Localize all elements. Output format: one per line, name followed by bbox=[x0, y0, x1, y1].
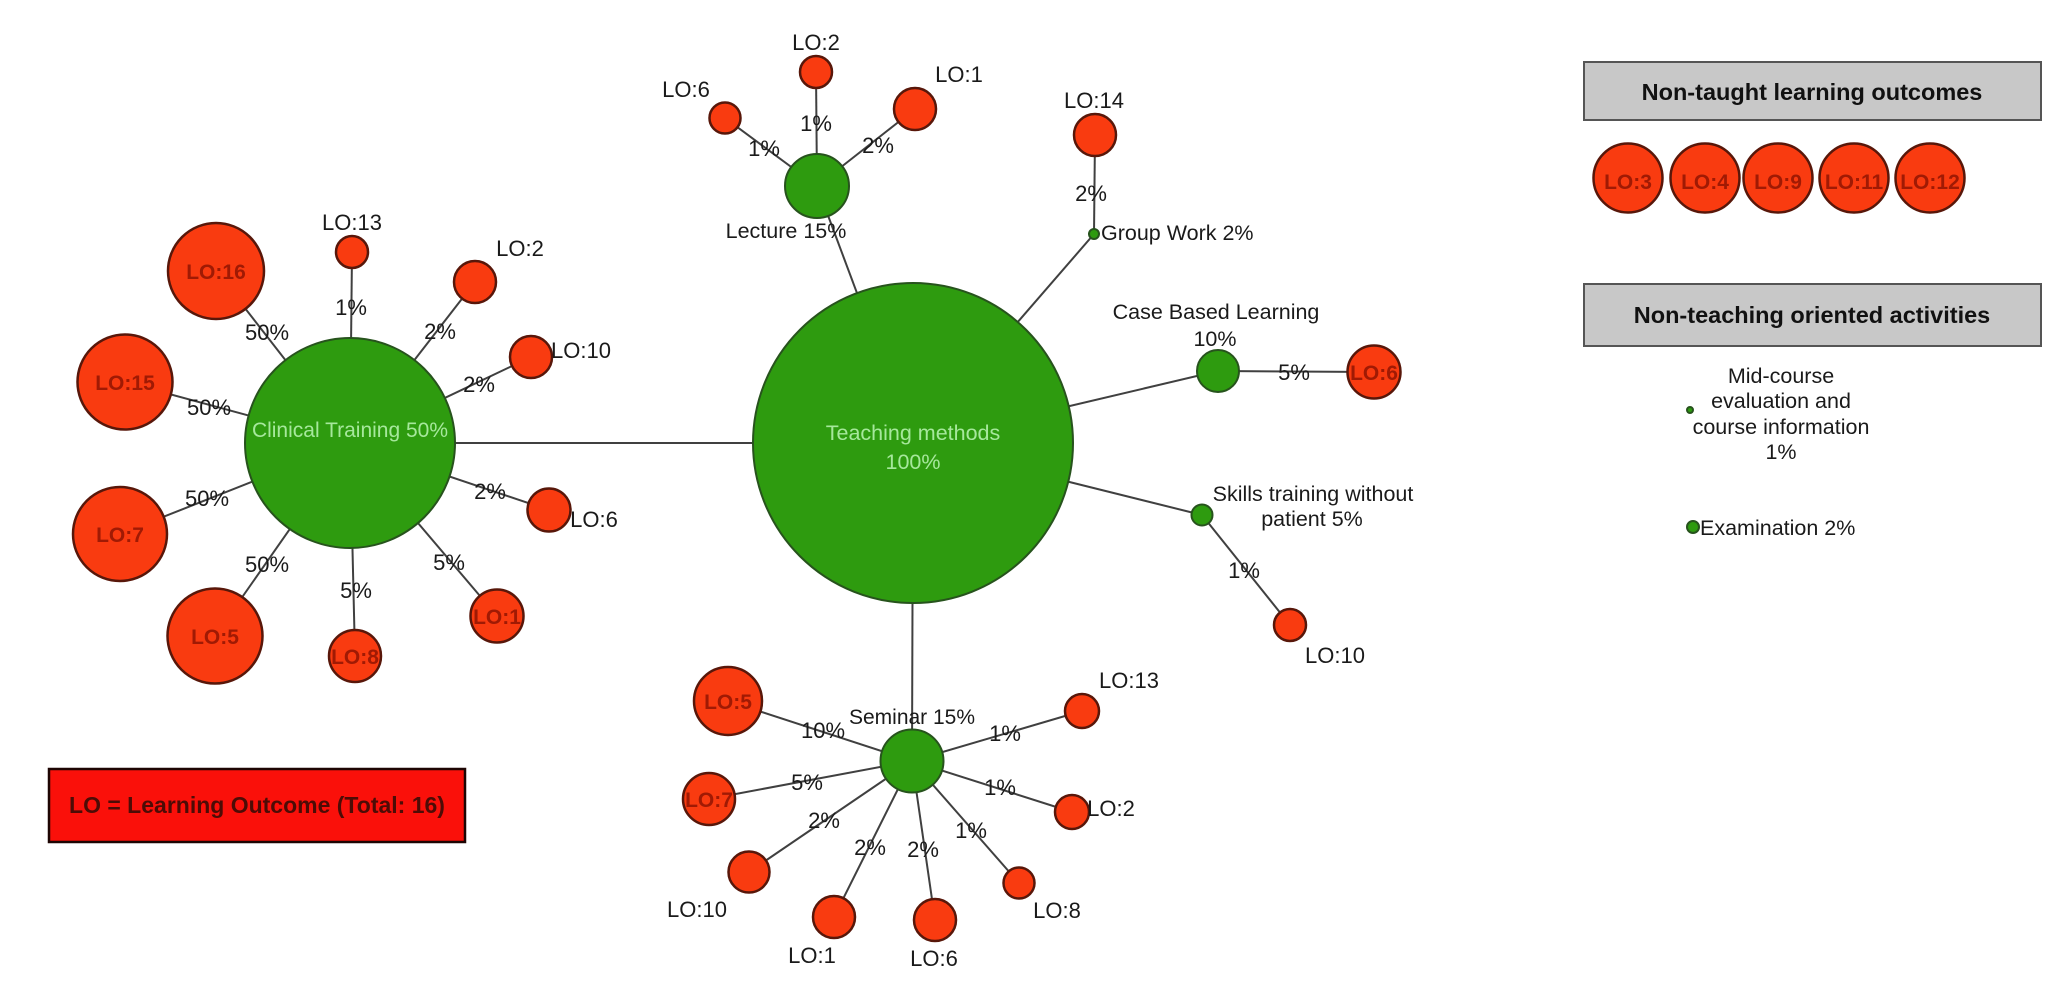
svg-text:10%: 10% bbox=[1193, 327, 1236, 351]
svg-text:5%: 5% bbox=[1278, 360, 1310, 385]
svg-text:Clinical Training 50%: Clinical Training 50% bbox=[252, 419, 448, 442]
svg-text:Teaching methods: Teaching methods bbox=[826, 421, 1001, 445]
svg-text:Seminar 15%: Seminar 15% bbox=[849, 706, 975, 729]
svg-text:course information: course information bbox=[1693, 415, 1870, 439]
svg-text:2%: 2% bbox=[1075, 181, 1107, 206]
svg-text:1%: 1% bbox=[748, 136, 780, 161]
svg-text:LO:6: LO:6 bbox=[570, 507, 618, 532]
svg-text:LO:3: LO:3 bbox=[1604, 171, 1652, 194]
svg-text:1%: 1% bbox=[984, 775, 1016, 800]
svg-text:LO:6: LO:6 bbox=[1350, 362, 1398, 385]
svg-text:Mid-course: Mid-course bbox=[1728, 364, 1834, 388]
svg-text:LO:7: LO:7 bbox=[96, 524, 144, 547]
svg-text:5%: 5% bbox=[433, 550, 465, 575]
svg-text:1%: 1% bbox=[1765, 440, 1796, 464]
svg-text:LO:7: LO:7 bbox=[685, 789, 733, 812]
svg-text:LO:13: LO:13 bbox=[1099, 668, 1159, 693]
svg-text:LO:14: LO:14 bbox=[1064, 88, 1124, 113]
svg-text:LO:12: LO:12 bbox=[1900, 171, 1960, 194]
svg-text:LO:2: LO:2 bbox=[496, 236, 544, 261]
svg-text:LO:13: LO:13 bbox=[322, 210, 382, 235]
svg-text:evaluation and: evaluation and bbox=[1711, 389, 1851, 413]
svg-text:50%: 50% bbox=[187, 395, 231, 420]
svg-text:1%: 1% bbox=[800, 111, 832, 136]
svg-text:LO:15: LO:15 bbox=[95, 372, 155, 395]
svg-text:2%: 2% bbox=[808, 808, 840, 833]
svg-text:LO:8: LO:8 bbox=[1033, 898, 1081, 923]
svg-text:5%: 5% bbox=[791, 770, 823, 795]
svg-text:Non-teaching oriented activiti: Non-teaching oriented activities bbox=[1634, 302, 1990, 328]
svg-text:Skills training without: Skills training without bbox=[1213, 482, 1414, 506]
svg-text:LO:9: LO:9 bbox=[1754, 171, 1802, 194]
svg-text:Lecture 15%: Lecture 15% bbox=[726, 219, 847, 243]
svg-text:LO:1: LO:1 bbox=[935, 62, 983, 87]
svg-text:1%: 1% bbox=[335, 295, 367, 320]
svg-text:2%: 2% bbox=[463, 372, 495, 397]
svg-text:LO:6: LO:6 bbox=[662, 77, 710, 102]
svg-text:2%: 2% bbox=[474, 479, 506, 504]
svg-text:2%: 2% bbox=[854, 835, 886, 860]
svg-text:1%: 1% bbox=[1228, 558, 1260, 583]
svg-text:Case Based Learning: Case Based Learning bbox=[1113, 300, 1320, 324]
svg-text:5%: 5% bbox=[340, 578, 372, 603]
svg-text:LO:10: LO:10 bbox=[551, 338, 611, 363]
svg-text:LO:4: LO:4 bbox=[1681, 171, 1729, 194]
svg-text:1%: 1% bbox=[989, 721, 1021, 746]
svg-text:Group Work 2%: Group Work 2% bbox=[1101, 221, 1254, 245]
svg-text:LO:2: LO:2 bbox=[1087, 796, 1135, 821]
svg-text:LO:6: LO:6 bbox=[910, 946, 958, 971]
svg-text:LO:10: LO:10 bbox=[667, 897, 727, 922]
svg-text:Non-taught learning outcomes: Non-taught learning outcomes bbox=[1642, 79, 1983, 105]
svg-text:LO:5: LO:5 bbox=[191, 626, 239, 649]
svg-text:2%: 2% bbox=[907, 837, 939, 862]
svg-text:50%: 50% bbox=[245, 552, 289, 577]
svg-text:2%: 2% bbox=[424, 319, 456, 344]
svg-text:50%: 50% bbox=[185, 486, 229, 511]
svg-text:50%: 50% bbox=[245, 320, 289, 345]
svg-text:LO:5: LO:5 bbox=[704, 691, 752, 714]
svg-text:1%: 1% bbox=[955, 818, 987, 843]
svg-text:10%: 10% bbox=[801, 718, 845, 743]
svg-text:LO:11: LO:11 bbox=[1825, 171, 1884, 194]
svg-text:Examination 2%: Examination 2% bbox=[1700, 516, 1855, 540]
svg-text:2%: 2% bbox=[862, 133, 894, 158]
svg-text:LO:10: LO:10 bbox=[1305, 643, 1365, 668]
svg-text:100%: 100% bbox=[886, 450, 941, 474]
svg-text:LO:2: LO:2 bbox=[792, 30, 840, 55]
svg-text:LO = Learning Outcome (Total:: LO = Learning Outcome (Total: 16) bbox=[69, 792, 445, 818]
svg-text:LO:8: LO:8 bbox=[331, 646, 379, 669]
svg-text:LO:16: LO:16 bbox=[186, 261, 246, 284]
svg-text:patient 5%: patient 5% bbox=[1261, 507, 1363, 531]
svg-text:LO:1: LO:1 bbox=[473, 606, 521, 629]
svg-text:LO:1: LO:1 bbox=[788, 943, 836, 968]
